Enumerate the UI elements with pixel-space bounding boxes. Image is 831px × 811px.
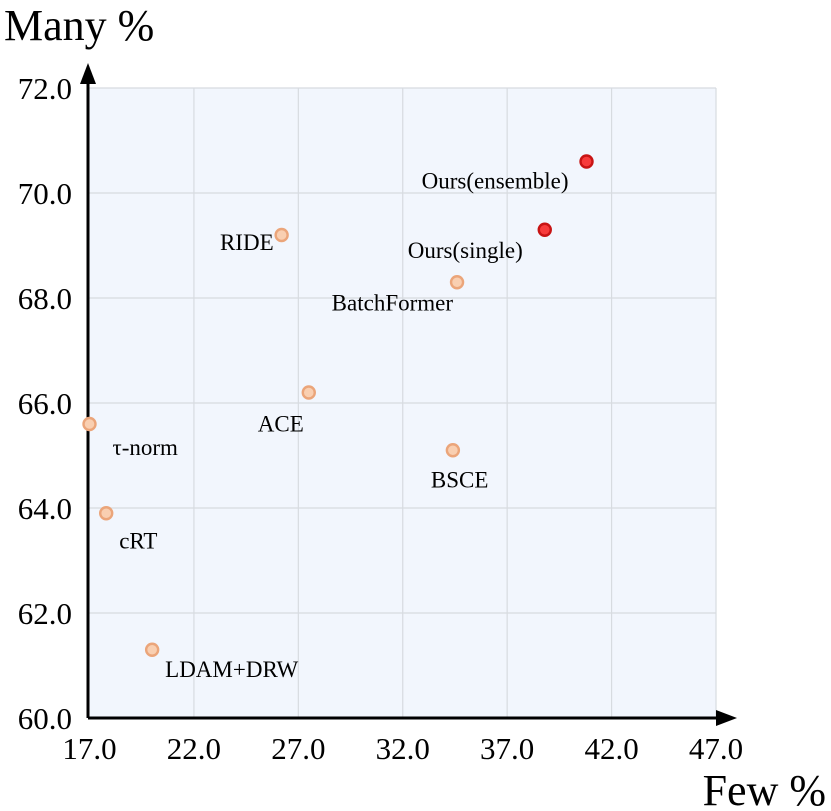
- data-points: [82, 154, 594, 657]
- y-tick-label: 62.0: [18, 596, 72, 631]
- point-label: τ-norm: [113, 435, 179, 460]
- x-tick-label: 42.0: [584, 731, 638, 766]
- x-tick-label: 37.0: [480, 731, 534, 766]
- y-tick-label: 60.0: [18, 701, 72, 736]
- scatter-point: [82, 416, 97, 432]
- scatter-point: [537, 222, 552, 237]
- x-tick-label: 32.0: [376, 731, 430, 766]
- y-axis-arrow: [80, 63, 96, 84]
- y-tick-label: 66.0: [18, 386, 72, 421]
- x-tick-label: 17.0: [62, 731, 116, 766]
- scatter-point: [99, 506, 114, 521]
- scatter-point: [445, 443, 461, 458]
- x-tick-label: 47.0: [689, 731, 743, 766]
- y-tick-label: 64.0: [18, 491, 72, 526]
- point-label: BSCE: [431, 467, 489, 492]
- axes: [80, 63, 737, 726]
- point-labels: Ours(ensemble) Ours(single) RIDE BatchForme…: [113, 169, 569, 682]
- grid-lines: [88, 87, 717, 718]
- x-tick-label: 22.0: [167, 731, 221, 766]
- x-axis-title: Few %: [703, 766, 826, 811]
- y-tick-label: 72.0: [18, 71, 72, 106]
- point-label: RIDE: [220, 230, 274, 255]
- scatter-point: [301, 385, 316, 400]
- point-label: Ours(single): [408, 238, 523, 263]
- y-tick-label: 68.0: [18, 281, 72, 316]
- point-label: BatchFormer: [332, 290, 454, 315]
- point-label: cRT: [119, 528, 157, 553]
- point-label: LDAM+DRW: [165, 657, 298, 682]
- scatter-point: [579, 154, 594, 169]
- tick-labels: 17.0 22.0 27.0 32.0 37.0 42.0 47.0 60.0 62.0 64.0…: [18, 71, 743, 766]
- y-tick-label: 70.0: [18, 176, 72, 211]
- x-axis-arrow: [716, 710, 737, 726]
- x-tick-label: 27.0: [271, 731, 325, 766]
- y-axis-title: Many %: [4, 1, 154, 50]
- point-label: Ours(ensemble): [422, 169, 569, 194]
- scatter-point: [144, 642, 160, 657]
- scatter-point: [449, 275, 465, 290]
- point-label: ACE: [258, 412, 304, 437]
- scatter-point: [274, 227, 289, 243]
